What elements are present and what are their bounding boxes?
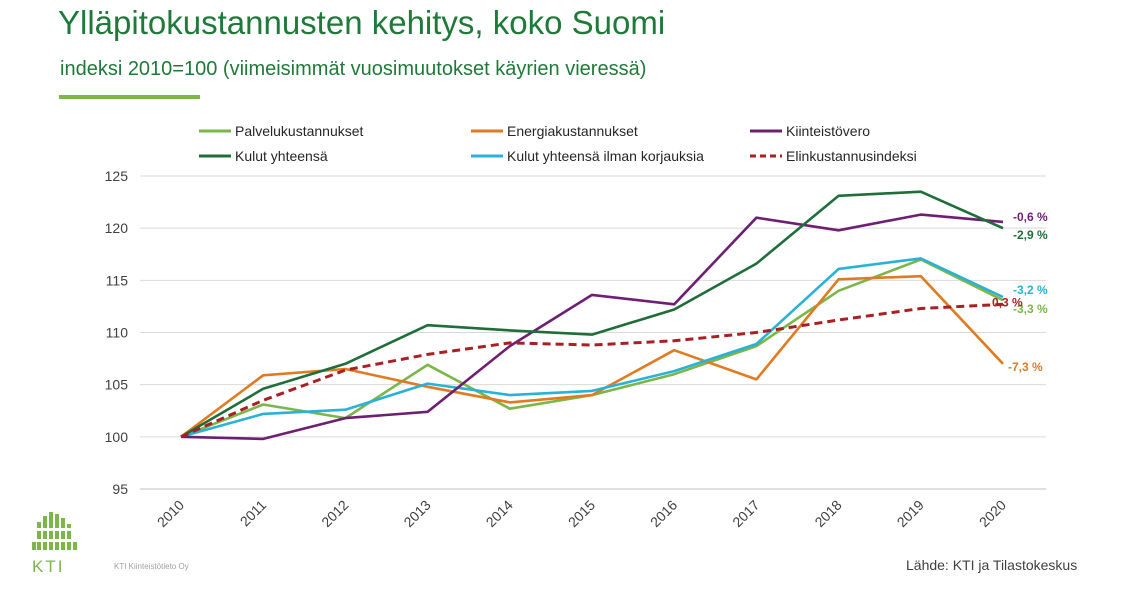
legend-label-1: Energiakustannukset	[507, 123, 638, 139]
series-line-0	[180, 258, 1004, 439]
x-tick-label: 2020	[976, 497, 1009, 530]
x-tick-label: 2015	[565, 497, 598, 530]
grid-lines	[140, 175, 1046, 490]
x-tick-label: 2012	[318, 497, 351, 530]
y-tick-label: 100	[105, 429, 129, 445]
series-line-2	[180, 213, 1004, 441]
series-line-3	[180, 190, 1004, 438]
x-tick-label: 2011	[237, 497, 270, 530]
legend-label-4: Kulut yhteensä ilman korjauksia	[507, 148, 704, 164]
x-axis-ticks: 2010 2011 2012 2013 2014 2015 2016 2017 2018 2019…	[154, 497, 1009, 530]
series-lines	[180, 190, 1004, 441]
end-label-3: -2,9 %	[1013, 228, 1048, 242]
title-underline	[59, 95, 200, 99]
x-tick-label: 2019	[894, 497, 927, 530]
x-tick-label: 2016	[647, 497, 680, 530]
kti-logo-building-icon	[32, 512, 77, 550]
end-label-0: -3,3 %	[1013, 302, 1048, 316]
end-label-1: -7,3 %	[1008, 360, 1043, 374]
y-tick-label: 115	[106, 272, 129, 288]
legend-label-5: Elinkustannusindeksi	[786, 148, 917, 164]
legend-label-3: Kulut yhteensä	[235, 148, 328, 164]
series-line-4	[180, 257, 1004, 439]
legend: Palvelukustannukset Energiakustannukset Ki…	[199, 123, 917, 164]
company-name: KTI Kiinteistötieto Oy	[114, 562, 189, 571]
end-labels: -3,3 % -7,3 % -0,6 % -2,9 % -3,2 %0,3 %	[992, 210, 1048, 374]
source-note: Lähde: KTI ja Tilastokeskus	[906, 557, 1078, 573]
end-label-4: -3,2 %	[1013, 283, 1048, 297]
x-tick-label: 2014	[483, 497, 516, 530]
x-tick-label: 2013	[400, 497, 433, 530]
x-tick-label: 2018	[811, 497, 844, 530]
chart-title: Ylläpitokustannusten kehitys, koko Suomi	[58, 4, 666, 41]
legend-label-2: Kiinteistövero	[786, 123, 870, 139]
legend-label-0: Palvelukustannukset	[235, 123, 364, 139]
x-tick-label: 2017	[729, 497, 762, 530]
y-tick-label: 125	[105, 168, 129, 184]
y-tick-label: 95	[112, 481, 128, 497]
series-line-5	[180, 302, 1004, 439]
x-tick-label: 2010	[154, 497, 187, 530]
kti-logo: KTI	[32, 512, 77, 576]
end-label-2: -0,6 %	[1013, 210, 1048, 224]
y-tick-label: 105	[105, 377, 129, 393]
kti-logo-text: KTI	[32, 557, 64, 576]
end-label-5: 0,3 %	[992, 295, 1023, 309]
y-tick-label: 120	[105, 220, 129, 236]
y-tick-label: 110	[106, 325, 129, 341]
chart-subtitle: indeksi 2010=100 (viimeisimmät vuosimuut…	[60, 58, 647, 80]
y-axis-ticks: 95 100 105 110 115 120 125	[105, 168, 129, 497]
